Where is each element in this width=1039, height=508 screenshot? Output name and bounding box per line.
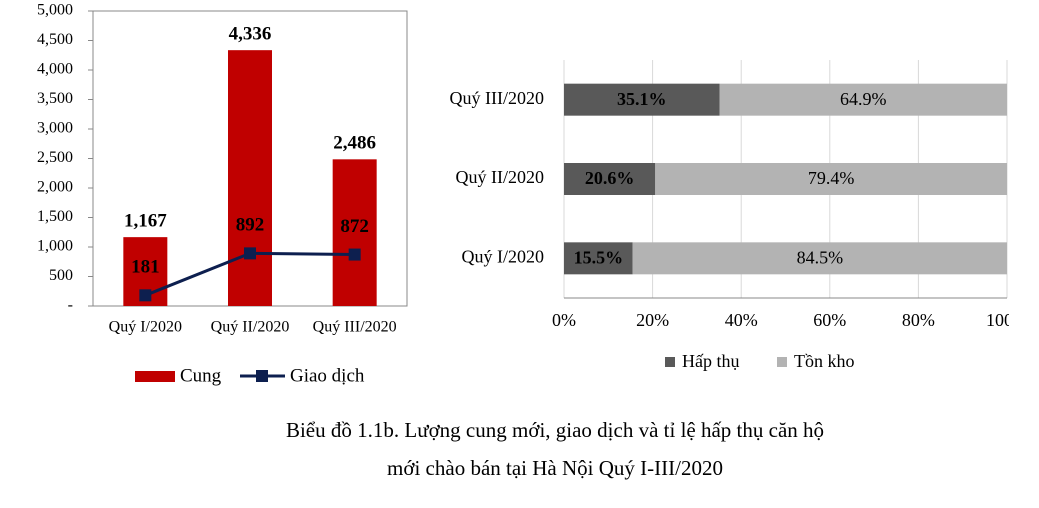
y-tick-label: 3,500 xyxy=(37,90,73,107)
y-tick-label: 2,000 xyxy=(37,179,73,196)
data-label: 15.5% xyxy=(574,247,624,267)
caption: Biểu đồ 1.1b. Lượng cung mới, giao dịch … xyxy=(286,418,824,442)
bar-segment xyxy=(564,163,656,195)
data-label: 2,486 xyxy=(333,133,376,154)
y-tick-label: 1,000 xyxy=(37,238,73,255)
x-tick-label: 20% xyxy=(636,310,669,330)
legend-label: Tồn kho xyxy=(794,351,855,371)
bar-segment xyxy=(632,242,1007,275)
y-tick-label: 500 xyxy=(49,267,73,284)
legend-swatch xyxy=(777,357,787,367)
x-tick-label: Quý II/2020 xyxy=(211,319,290,336)
x-tick-label: 80% xyxy=(902,310,935,330)
data-label: 4,336 xyxy=(229,24,272,45)
x-tick-label: 100% xyxy=(986,310,1028,330)
bar-segment xyxy=(719,83,1007,116)
marker xyxy=(348,248,361,261)
legend-label: Giao dịch xyxy=(290,365,365,386)
bar xyxy=(228,50,272,307)
y-tick-label: 4,500 xyxy=(37,31,73,48)
data-label: 1,167 xyxy=(124,211,167,232)
bar-segment xyxy=(564,83,720,116)
bar-segment xyxy=(564,242,633,275)
marker xyxy=(139,289,152,302)
y-tick-label: Quý II/2020 xyxy=(456,167,545,187)
data-label: 35.1% xyxy=(617,89,667,109)
combo-chart: - 500 1,000 1,500 2,000 2,500 3,000 3,500 4,000 4… xyxy=(37,2,408,336)
legend-label: Hấp thụ xyxy=(682,351,740,371)
data-label: 20.6% xyxy=(585,168,635,188)
y-tick-label: Quý III/2020 xyxy=(450,88,544,108)
y-tick-label: 3,000 xyxy=(37,120,73,137)
y-tick-label: 1,500 xyxy=(37,208,73,225)
data-label: 872 xyxy=(340,216,369,237)
absorption-chart: 0% 20% 40% 60% 80% 100% Quý III/2020 Quý II/202… xyxy=(450,60,1028,330)
caption: mới chào bán tại Hà Nội Quý I-III/2020 xyxy=(387,456,723,480)
data-label: 64.9% xyxy=(840,89,887,109)
legend-swatch xyxy=(135,371,175,382)
legend-swatch xyxy=(665,357,675,367)
y-tick-label: Quý I/2020 xyxy=(462,246,545,266)
y-tick-label: 4,000 xyxy=(37,61,73,78)
x-tick-label: 60% xyxy=(813,310,846,330)
data-label: 79.4% xyxy=(808,168,855,188)
bar xyxy=(332,159,377,306)
legend-marker xyxy=(256,370,268,382)
x-tick-label: Quý III/2020 xyxy=(313,319,397,336)
x-tick-label: Quý I/2020 xyxy=(109,319,182,336)
data-label: 892 xyxy=(236,215,265,236)
marker xyxy=(244,247,256,260)
data-label: 84.5% xyxy=(797,247,844,267)
x-tick-label: 0% xyxy=(552,310,576,330)
x-tick-label: 40% xyxy=(725,310,758,330)
y-tick-label: 5,000 xyxy=(37,2,73,19)
bar-segment xyxy=(655,163,1007,195)
y-tick-label: 2,500 xyxy=(37,149,73,166)
legend-label: Cung xyxy=(180,365,222,386)
y-tick-label: - xyxy=(68,297,73,314)
data-label: 181 xyxy=(131,257,160,278)
